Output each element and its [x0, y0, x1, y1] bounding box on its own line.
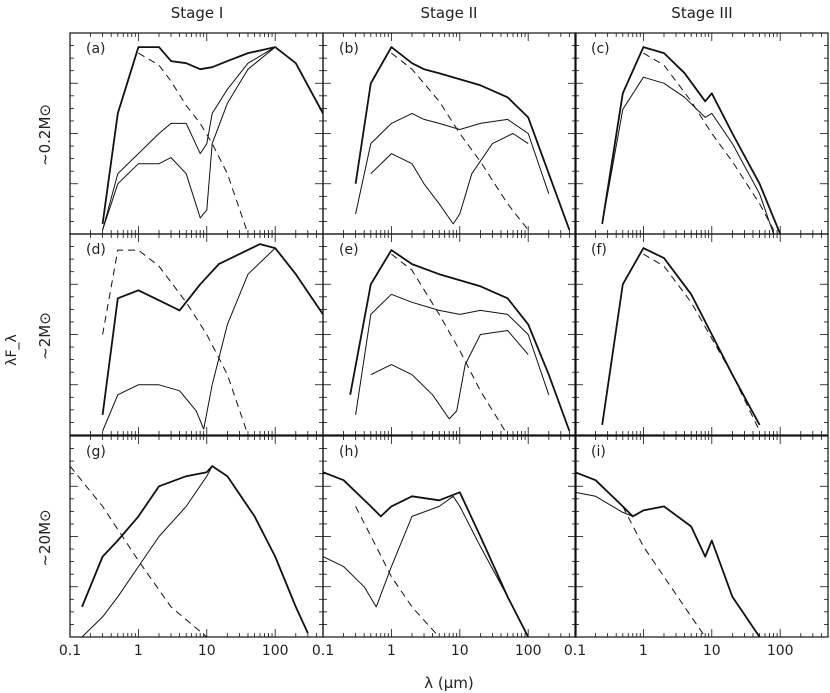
series-line-stellar-photosphere	[69, 465, 208, 638]
series-line-2	[370, 133, 529, 225]
x-tick-label: 0.1	[564, 643, 586, 659]
panel-b: (b)	[322, 32, 577, 235]
series-line-0	[81, 465, 309, 634]
panel-e: (e)	[322, 233, 577, 436]
series-line-stellar-photosphere	[622, 506, 706, 638]
x-tick-label: 1	[387, 643, 396, 659]
row-label-20msun: ~20M⊙	[36, 509, 54, 566]
series-line-1	[355, 293, 550, 415]
panel-d: (d)	[69, 233, 324, 436]
series-line-0	[101, 243, 324, 416]
series-line-0	[101, 46, 324, 225]
x-tick-label: 10	[703, 643, 721, 659]
series-line-0	[354, 46, 571, 231]
series-line-1	[601, 76, 775, 235]
panel-h: (h) 0.1 1 10 100	[312, 435, 577, 659]
series-line-1	[574, 491, 761, 638]
series-line-stellar-photosphere	[102, 249, 249, 436]
panel-frame	[574, 233, 829, 436]
panel-g: (g) 0.1 1 10 100	[59, 435, 324, 659]
x-tick-label: 10	[451, 643, 469, 659]
x-tick-label: 0.1	[59, 643, 81, 659]
x-tick-label: 0.1	[312, 643, 334, 659]
series-line-2	[102, 46, 276, 231]
x-tick-label: 100	[515, 643, 542, 659]
y-axis-label: λF_λ	[4, 334, 20, 366]
panel-label: (g)	[86, 444, 106, 460]
series-line-stellar-photosphere	[643, 52, 775, 231]
panel-label: (e)	[339, 242, 359, 258]
series-line-1	[355, 112, 550, 215]
series-line-0	[322, 471, 530, 638]
series-line-stellar-photosphere	[643, 253, 761, 432]
series-line-0	[574, 471, 761, 638]
series-line-0	[349, 249, 571, 432]
row-label-0.2msun: ~0.2M⊙	[36, 104, 54, 166]
panel-label: (a)	[86, 41, 106, 57]
series-line-1	[102, 247, 276, 432]
series-line-stellar-photosphere	[391, 52, 529, 231]
panel-a: (a)	[69, 32, 324, 235]
column-title-stage-ii: Stage II	[421, 4, 478, 22]
x-tick-label: 10	[198, 643, 216, 659]
column-title-stage-iii: Stage III	[671, 4, 732, 22]
panel-f: (f)	[574, 233, 829, 436]
x-tick-label: 1	[134, 643, 143, 659]
panel-i: (i) 0.1 1 10 100	[564, 435, 829, 659]
column-title-stage-i: Stage I	[171, 4, 224, 22]
x-tick-label: 1	[639, 643, 648, 659]
series-line-stellar-photosphere	[391, 253, 509, 436]
series-line-1	[102, 46, 276, 231]
x-axis-label: λ (μm)	[424, 674, 474, 692]
panel-frame	[322, 32, 577, 235]
series-line-stellar-photosphere	[355, 506, 440, 638]
x-tick-label: 100	[767, 643, 794, 659]
panel-label: (h)	[339, 444, 359, 460]
panel-label: (f)	[591, 242, 607, 258]
series-line-0	[601, 247, 761, 426]
panel-frame	[574, 435, 829, 638]
panel-label: (d)	[86, 242, 106, 258]
panel-frame	[69, 32, 324, 235]
panel-label: (b)	[339, 41, 359, 57]
series-line-1	[81, 465, 309, 638]
series-line-0	[601, 46, 782, 235]
row-label-2msun: ~2M⊙	[36, 312, 54, 360]
panel-label: (c)	[591, 41, 610, 57]
panel-label: (i)	[591, 444, 606, 460]
x-tick-label: 100	[262, 643, 289, 659]
panel-frame	[69, 435, 324, 638]
panel-frame	[322, 435, 577, 638]
series-line-1	[322, 495, 529, 638]
panel-frame	[574, 32, 829, 235]
series-line-2	[370, 330, 529, 420]
panel-frame	[69, 233, 324, 436]
panel-c: (c)	[574, 32, 829, 235]
series-line-stellar-photosphere	[138, 52, 249, 235]
